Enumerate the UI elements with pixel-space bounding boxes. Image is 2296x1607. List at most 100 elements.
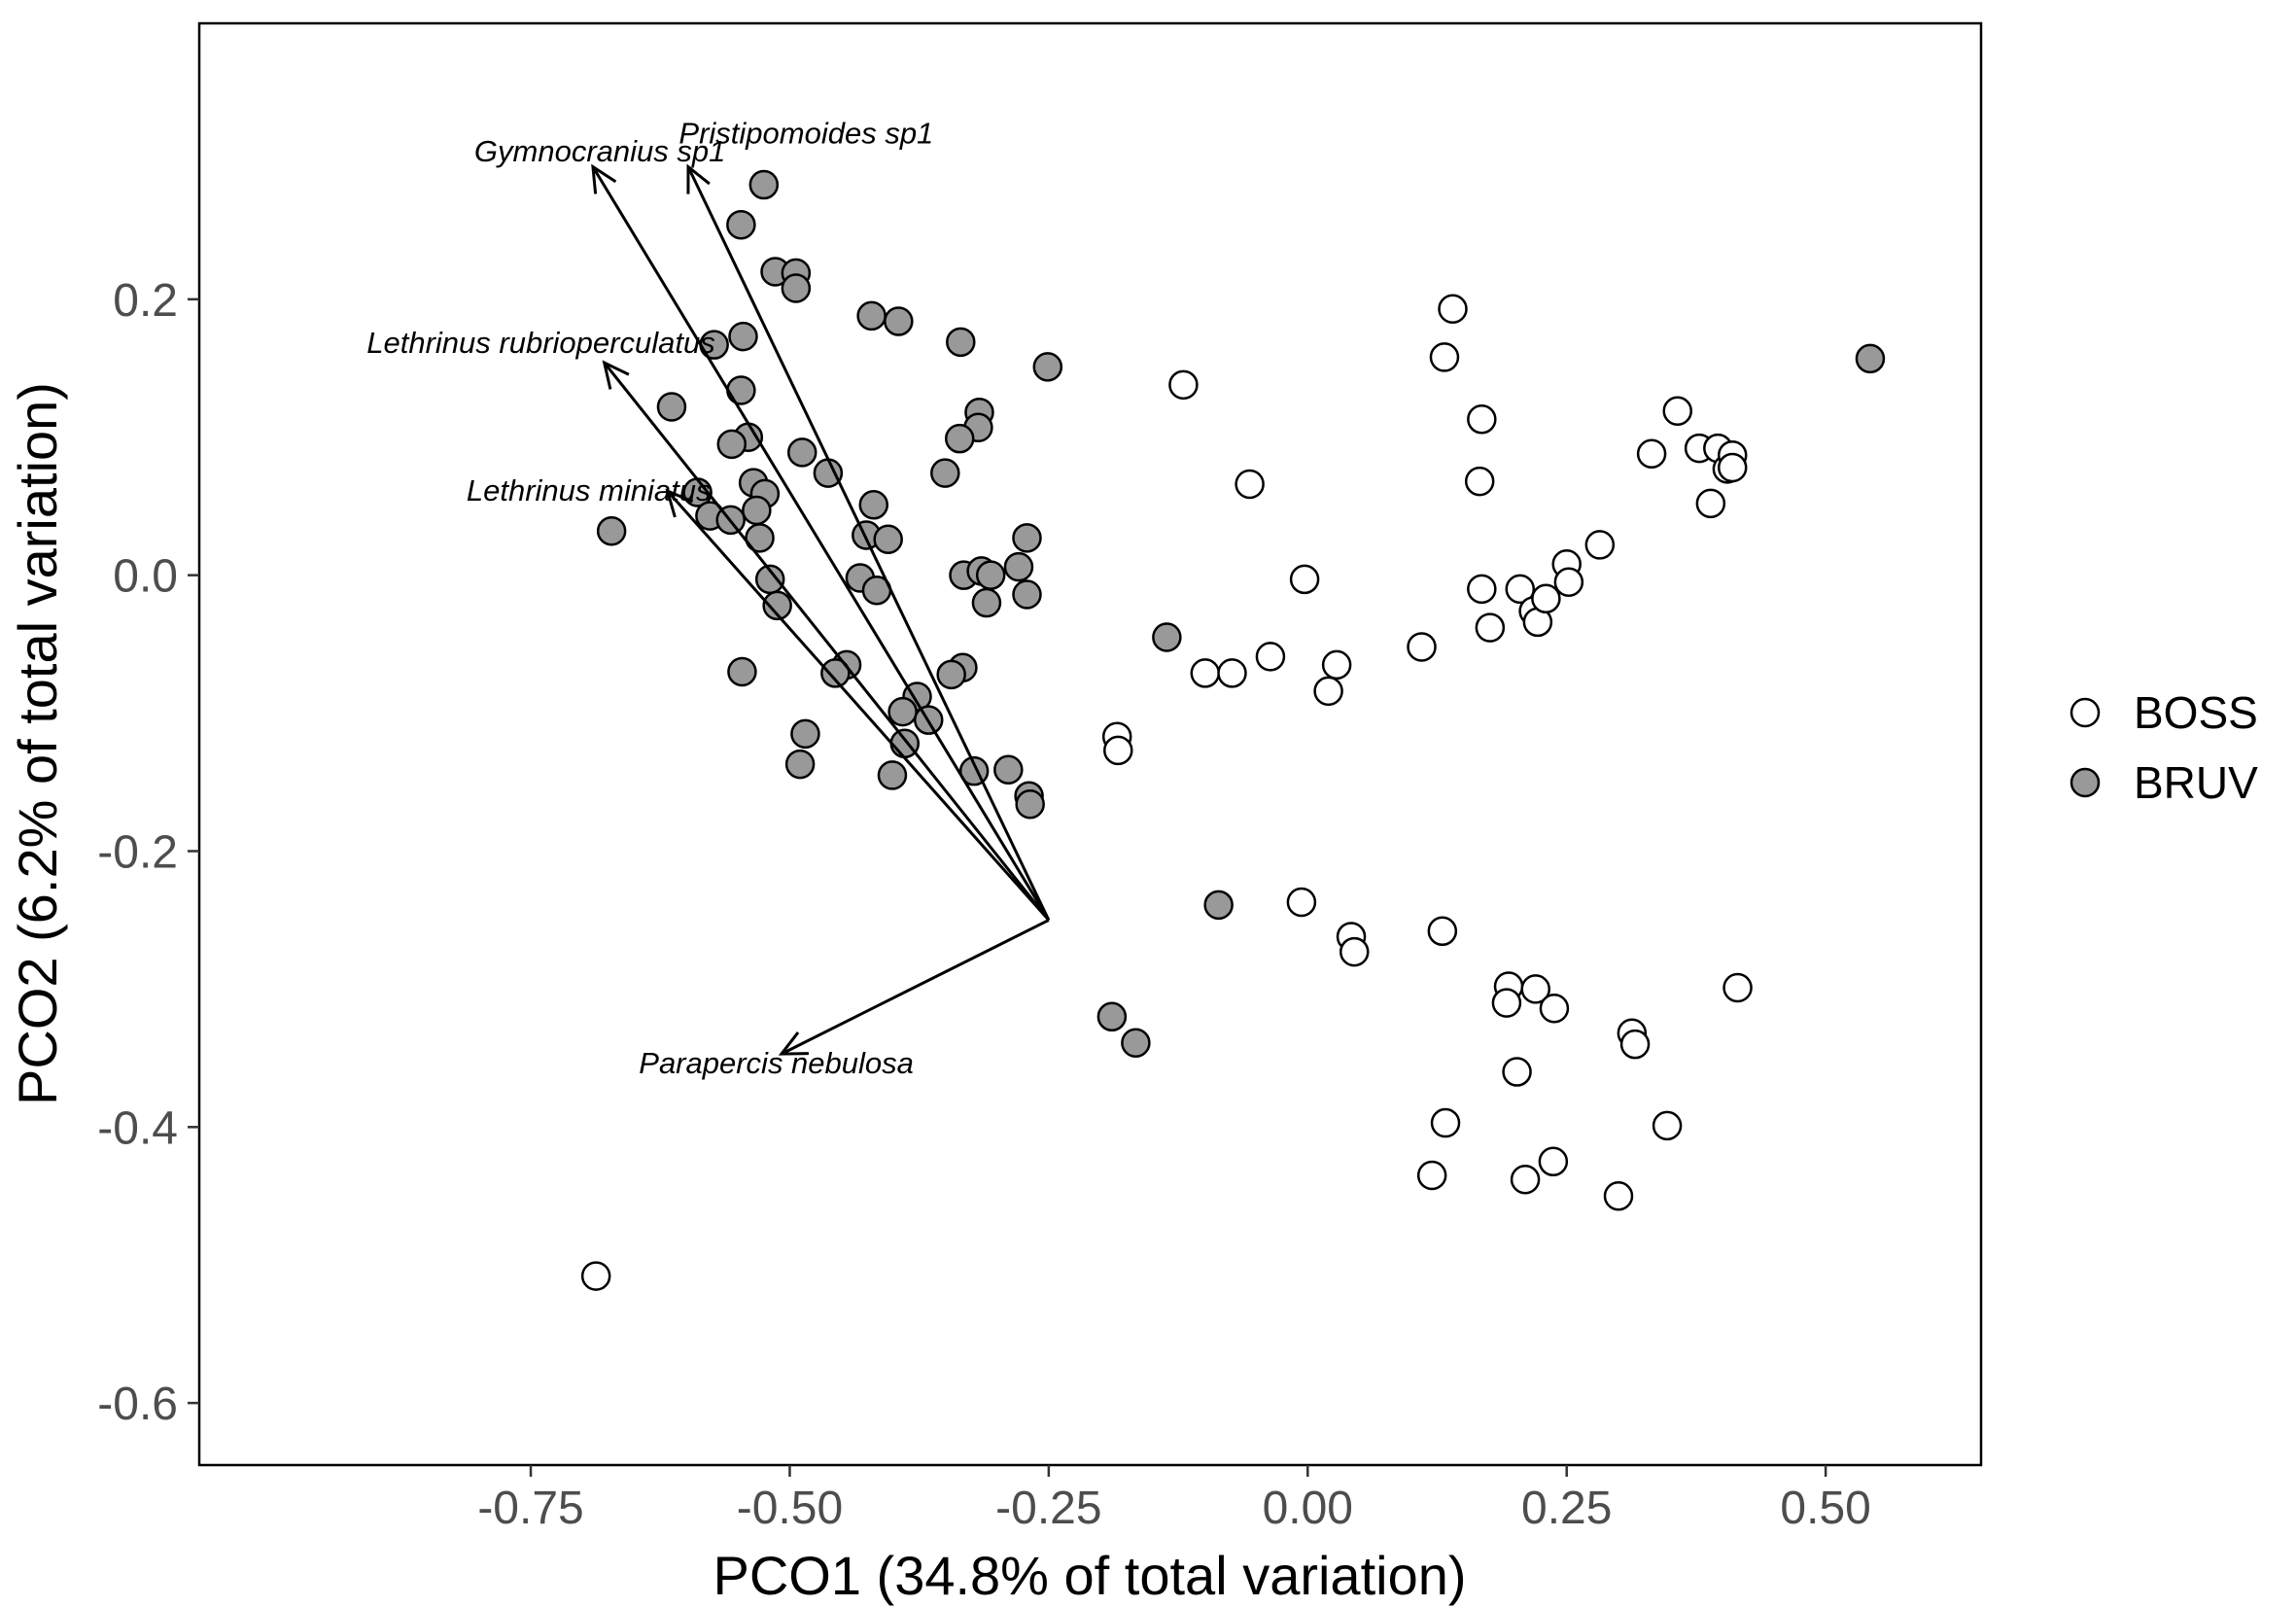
boss-point [1427, 916, 1458, 947]
boss-point [1619, 1029, 1651, 1060]
boss-point [1407, 632, 1437, 662]
vector-arrowhead [591, 163, 617, 194]
bruv-point [884, 306, 914, 336]
bruv-point [873, 524, 903, 555]
bruv-point [944, 423, 975, 454]
bruv-point [745, 523, 775, 553]
points-layer [580, 169, 1886, 1291]
y-tick-label: -0.6 [97, 1379, 178, 1430]
boss-point [1464, 466, 1495, 497]
bruv-point [975, 560, 1006, 590]
legend-key-bruv [2070, 767, 2101, 798]
bruv-point [781, 273, 812, 303]
boss-point [1505, 574, 1536, 605]
boss-point [1722, 972, 1753, 1003]
legend-label-boss: BOSS [2134, 687, 2258, 738]
boss-point [1416, 1160, 1447, 1191]
bruv-point [993, 754, 1024, 786]
bruv-point [1012, 523, 1042, 553]
x-tick-label: -0.75 [477, 1483, 583, 1534]
boss-point [1636, 438, 1667, 470]
bruv-point [877, 760, 908, 790]
y-tick-label: 0.0 [113, 551, 178, 603]
bruv-point [1203, 890, 1234, 921]
boss-point [1313, 676, 1343, 707]
bruv-point [1012, 579, 1042, 610]
boss-point [1255, 642, 1286, 672]
boss-point [1662, 396, 1693, 427]
boss-point [1168, 369, 1199, 401]
bruv-point [858, 490, 889, 520]
bruv-point [820, 658, 851, 688]
x-tick-label: 0.25 [1521, 1483, 1612, 1534]
vector-label: Gymnocranius sp1 [474, 134, 725, 168]
boss-point [1475, 612, 1506, 643]
bruv-point [1003, 551, 1034, 582]
legend-label-bruv: BRUV [2134, 757, 2258, 808]
y-axis: -0.6 -0.4 -0.2 0.0 0.2 [97, 275, 199, 1430]
boss-point [1190, 658, 1221, 688]
boss-point [1339, 936, 1370, 967]
bruv-point [930, 458, 960, 488]
boss-point [1717, 452, 1748, 483]
bruv-point [856, 300, 887, 332]
bruv-point [1096, 1001, 1128, 1032]
bruv-point [784, 749, 816, 780]
boss-point [580, 1261, 611, 1291]
vector-label: Parapercis nebulosa [639, 1046, 914, 1080]
bruv-point [726, 209, 756, 240]
boss-point [1235, 469, 1265, 500]
bruv-point [762, 590, 792, 621]
bruv-point [716, 429, 748, 460]
vector-label: Pristipomoides sp1 [678, 116, 933, 150]
vector-arrowhead [778, 1031, 809, 1056]
boss-point [1531, 583, 1561, 614]
boss-point [1502, 1057, 1532, 1087]
vector-line [591, 165, 1051, 922]
boss-point [1321, 649, 1352, 681]
x-tick-label: 0.50 [1780, 1483, 1870, 1534]
boss-point [1467, 404, 1497, 435]
y-tick-label: -0.2 [97, 826, 178, 878]
bruv-point [728, 321, 758, 352]
vector-label: Lethrinus rubrioperculatus [366, 326, 714, 360]
boss-point [1430, 1107, 1461, 1138]
y-axis-title: PCO2 (6.2% of total variation) [7, 382, 68, 1105]
bruv-point [786, 437, 818, 468]
bruv-point [971, 587, 1002, 618]
boss-point [1520, 974, 1550, 1004]
x-axis: -0.75 -0.50 -0.25 0.00 0.25 0.50 [477, 1465, 1871, 1534]
boss-point [1652, 1110, 1683, 1141]
vector-arrowhead [665, 488, 694, 518]
boss-point [1467, 574, 1497, 605]
legend-key-boss [2070, 697, 2101, 728]
boss-point [1553, 567, 1584, 598]
y-tick-label: -0.4 [97, 1102, 178, 1154]
vector-line [603, 362, 1051, 922]
bruv-point [1152, 622, 1182, 652]
bruv-point [1121, 1028, 1151, 1058]
bruv-point [742, 495, 772, 526]
boss-point [1103, 735, 1133, 766]
boss-point [1491, 988, 1522, 1018]
x-tick-label: 0.00 [1263, 1483, 1353, 1534]
legend: BOSS BRUV [2070, 687, 2258, 808]
boss-point [1289, 564, 1320, 595]
bruv-point [887, 696, 918, 727]
vector-line [686, 165, 1051, 922]
bruv-point [1032, 352, 1063, 382]
bruv-point [946, 327, 976, 358]
boss-point [1538, 1146, 1569, 1177]
bruv-point [1855, 343, 1886, 374]
boss-point [1603, 1181, 1634, 1211]
boss-point [1286, 887, 1317, 918]
vector-arrowhead [686, 163, 711, 194]
boss-point [1510, 1164, 1541, 1195]
vector-arrowhead [602, 360, 630, 390]
bruv-point [596, 515, 627, 546]
boss-point [1217, 658, 1247, 688]
plot-panel [197, 21, 1983, 1467]
bruv-point [727, 656, 757, 687]
